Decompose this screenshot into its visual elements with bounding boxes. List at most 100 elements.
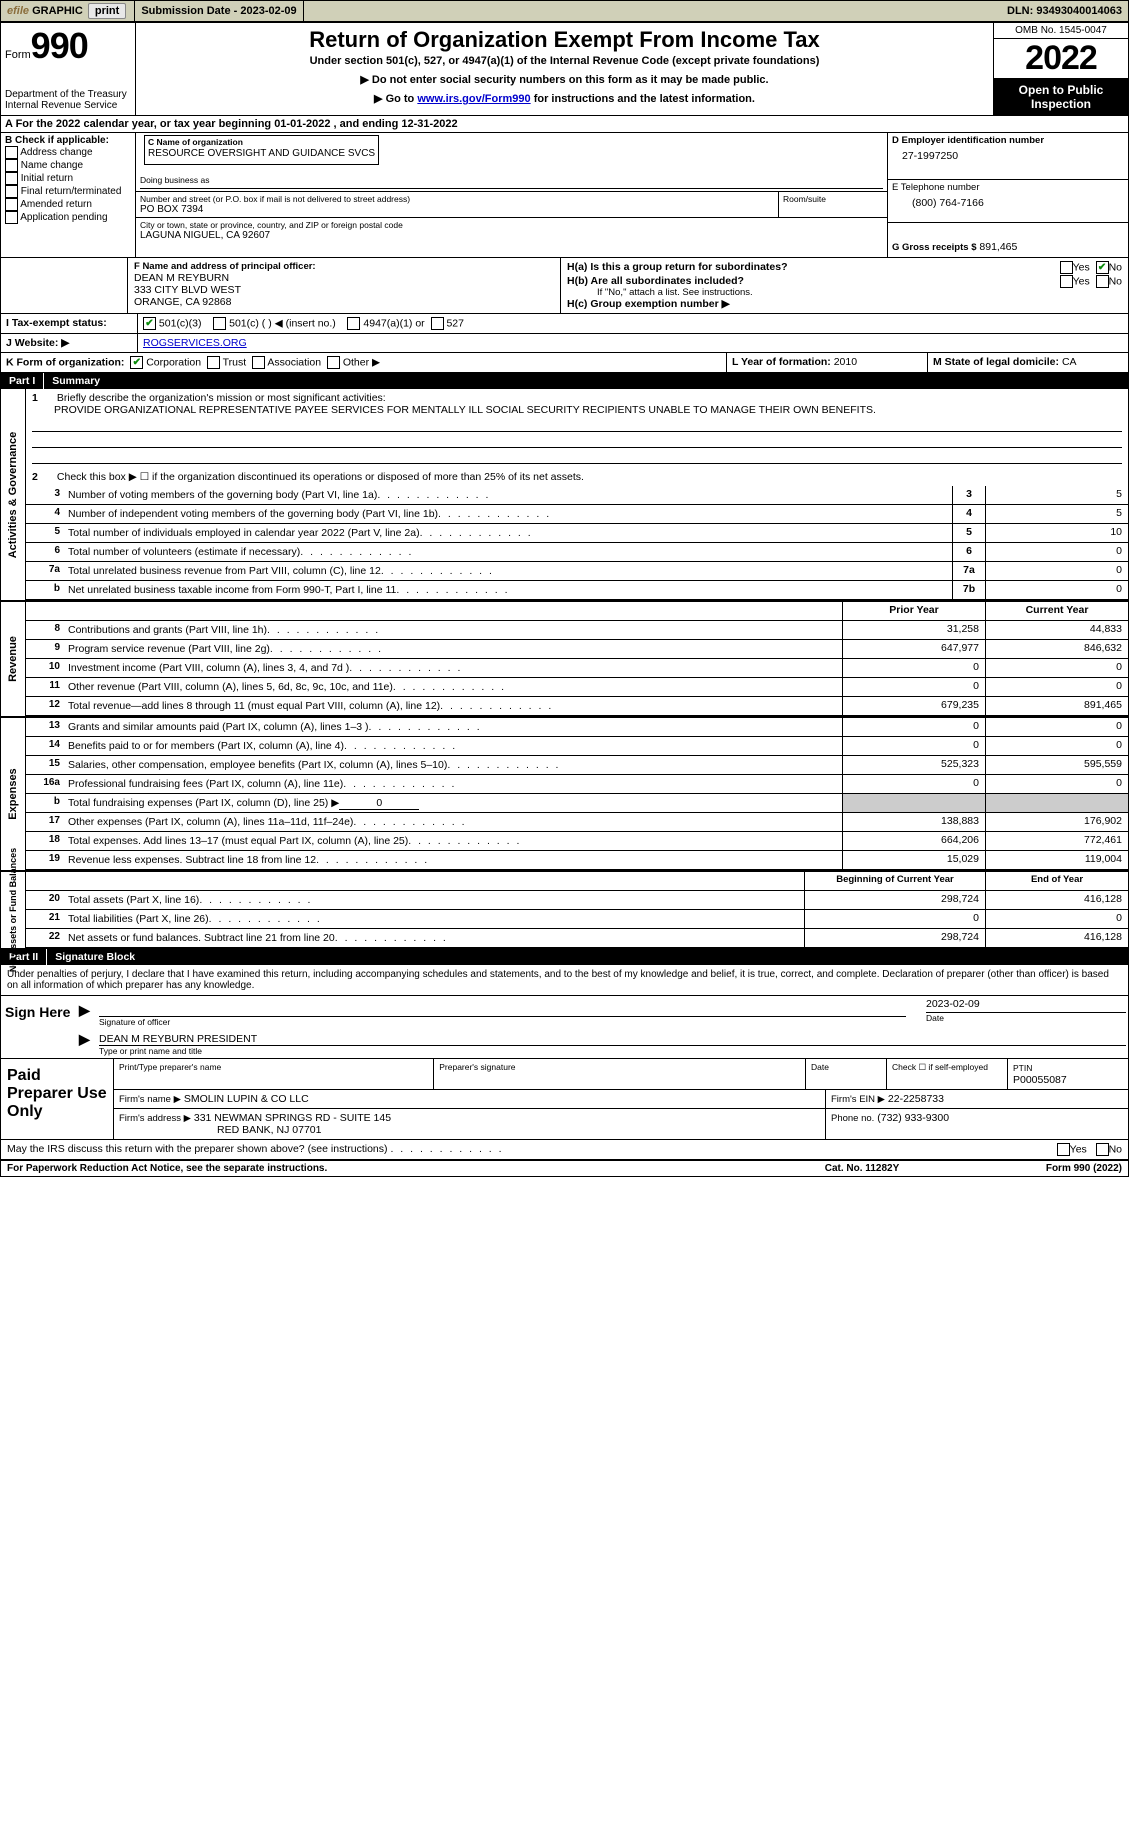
ln-text: Total expenses. Add lines 13–17 (must eq… — [64, 832, 842, 850]
header-mid: Return of Organization Exempt From Incom… — [136, 23, 993, 115]
ln-num: 22 — [26, 929, 64, 947]
mission-text: PROVIDE ORGANIZATIONAL REPRESENTATIVE PA… — [32, 404, 1122, 416]
i-501c3[interactable] — [143, 317, 156, 330]
part1-title: Summary — [44, 373, 1128, 389]
ln-val: 5 — [985, 486, 1128, 504]
ln-num: 11 — [26, 678, 64, 696]
pp-check[interactable]: Check ☐ if self-employed — [887, 1059, 1008, 1090]
print-button[interactable]: print — [88, 3, 126, 19]
ln-val: 5 — [985, 505, 1128, 523]
ln-curr: 0 — [985, 718, 1128, 736]
j-lbl: J Website: ▶ — [1, 334, 137, 352]
b-amended[interactable]: Amended return — [5, 198, 131, 211]
line-14: 14Benefits paid to or for members (Part … — [26, 737, 1128, 756]
na-vlabel: Net Assets or Fund Balances — [1, 872, 26, 948]
na-hdr-spacer2 — [64, 872, 804, 890]
paid-label: Paid Preparer Use Only — [1, 1059, 113, 1139]
k-corp[interactable] — [130, 356, 143, 369]
hb-yes[interactable] — [1060, 275, 1073, 288]
k-trust[interactable] — [207, 356, 220, 369]
exp-lines: 13Grants and similar amounts paid (Part … — [26, 718, 1128, 794]
ln-box: 7a — [952, 562, 985, 580]
dept-treasury: Department of the Treasury — [5, 89, 131, 100]
sig-date: 2023-02-09 — [926, 998, 1126, 1013]
b-addr-change[interactable]: Address change — [5, 146, 131, 159]
paid-preparer-row: Paid Preparer Use Only Print/Type prepar… — [1, 1059, 1128, 1140]
firm-phone: (732) 933-9300 — [877, 1112, 949, 1124]
hb-no[interactable] — [1096, 275, 1109, 288]
ln-text: Net assets or fund balances. Subtract li… — [64, 929, 804, 947]
b-name-change[interactable]: Name change — [5, 159, 131, 172]
ha-yes[interactable] — [1060, 261, 1073, 274]
ag-line-6: 6Total number of volunteers (estimate if… — [26, 543, 1128, 562]
ln-curr: 846,632 — [985, 640, 1128, 658]
no-lbl2: No — [1109, 275, 1122, 287]
ln-curr: 0 — [985, 775, 1128, 793]
subtitle-2: ▶ Do not enter social security numbers o… — [140, 73, 989, 86]
b-final[interactable]: Final return/terminated — [5, 185, 131, 198]
k-assoc[interactable] — [252, 356, 265, 369]
ag-line-3: 3Number of voting members of the governi… — [26, 486, 1128, 505]
ln-val: 0 — [985, 581, 1128, 599]
line-19: 19Revenue less expenses. Subtract line 1… — [26, 851, 1128, 870]
footer-right: Form 990 (2022) — [962, 1163, 1122, 1174]
ha-no[interactable] — [1096, 261, 1109, 274]
irs-link[interactable]: www.irs.gov/Form990 — [417, 93, 530, 105]
line-15: 15Salaries, other compensation, employee… — [26, 756, 1128, 775]
website-link[interactable]: ROGSERVICES.ORG — [143, 337, 247, 349]
ln-box: 7b — [952, 581, 985, 599]
i-4947[interactable] — [347, 317, 360, 330]
org-name-box: C Name of organization RESOURCE OVERSIGH… — [144, 135, 379, 165]
ln-curr: 0 — [985, 678, 1128, 696]
ln-num: 18 — [26, 832, 64, 850]
ag-line-5: 5Total number of individuals employed in… — [26, 524, 1128, 543]
ln-box: 6 — [952, 543, 985, 561]
ln-prior: 138,883 — [842, 813, 985, 831]
ln-text: Number of independent voting members of … — [64, 505, 952, 523]
i-501c[interactable] — [213, 317, 226, 330]
graphic-label: GRAPHIC — [32, 5, 83, 17]
ptin-val: P00055087 — [1013, 1074, 1067, 1086]
b-initial[interactable]: Initial return — [5, 172, 131, 185]
q2-block: 2 Check this box ▶ ☐ if the organization… — [26, 468, 1128, 486]
footer-mid: Cat. No. 11282Y — [762, 1163, 962, 1174]
section-c: C Name of organization RESOURCE OVERSIGH… — [136, 133, 887, 257]
f-spacer — [1, 258, 128, 313]
ln-text: Program service revenue (Part VIII, line… — [64, 640, 842, 658]
subtitle-3: ▶ Go to www.irs.gov/Form990 for instruct… — [140, 92, 989, 105]
form-wrap: Form990 Department of the Treasury Inter… — [0, 22, 1129, 1177]
b-item-5: Application pending — [20, 212, 107, 223]
i-527[interactable] — [431, 317, 444, 330]
officer-sig-line[interactable] — [99, 1002, 906, 1017]
i-o2: 501(c) ( ) ◀ (insert no.) — [229, 317, 336, 329]
ln-text: Total number of individuals employed in … — [64, 524, 952, 542]
top-spacer — [304, 1, 1001, 21]
firm-phone-lbl: Phone no. — [831, 1113, 874, 1124]
ln-prior: 298,724 — [804, 929, 985, 947]
hb-row: H(b) Are all subordinates included? Yes … — [567, 275, 1122, 287]
officer-addr1: 333 CITY BLVD WEST — [134, 284, 554, 296]
line-11: 11Other revenue (Part VIII, column (A), … — [26, 678, 1128, 697]
ln-text: Investment income (Part VIII, column (A)… — [64, 659, 842, 677]
ag-line-7a: 7aTotal unrelated business revenue from … — [26, 562, 1128, 581]
ptin-cell: PTIN P00055087 — [1008, 1059, 1128, 1090]
c-name-lbl: C Name of organization — [148, 137, 243, 147]
ln-prior: 0 — [842, 737, 985, 755]
q1-text: Briefly describe the organization's miss… — [57, 392, 386, 404]
k-other[interactable] — [327, 356, 340, 369]
sub3a: ▶ Go to — [374, 93, 417, 105]
yes-lbl2: Yes — [1073, 275, 1090, 287]
irs-yes[interactable] — [1057, 1143, 1070, 1156]
irs-no[interactable] — [1096, 1143, 1109, 1156]
city-lbl: City or town, state or province, country… — [140, 220, 883, 230]
ln-prior: 525,323 — [842, 756, 985, 774]
q2-text: Check this box ▶ ☐ if the organization d… — [57, 471, 584, 483]
b-pending[interactable]: Application pending — [5, 211, 131, 224]
pp-sig-lbl: Preparer's signature — [434, 1059, 806, 1090]
dept-irs: Internal Revenue Service — [5, 100, 131, 111]
no-lbl: No — [1109, 261, 1122, 273]
m-lbl: M State of legal domicile: — [933, 356, 1059, 368]
l-lbl: L Year of formation: — [732, 356, 831, 368]
ln-prior: 647,977 — [842, 640, 985, 658]
officer-printed: DEAN M REYBURN PRESIDENT — [99, 1033, 1126, 1046]
